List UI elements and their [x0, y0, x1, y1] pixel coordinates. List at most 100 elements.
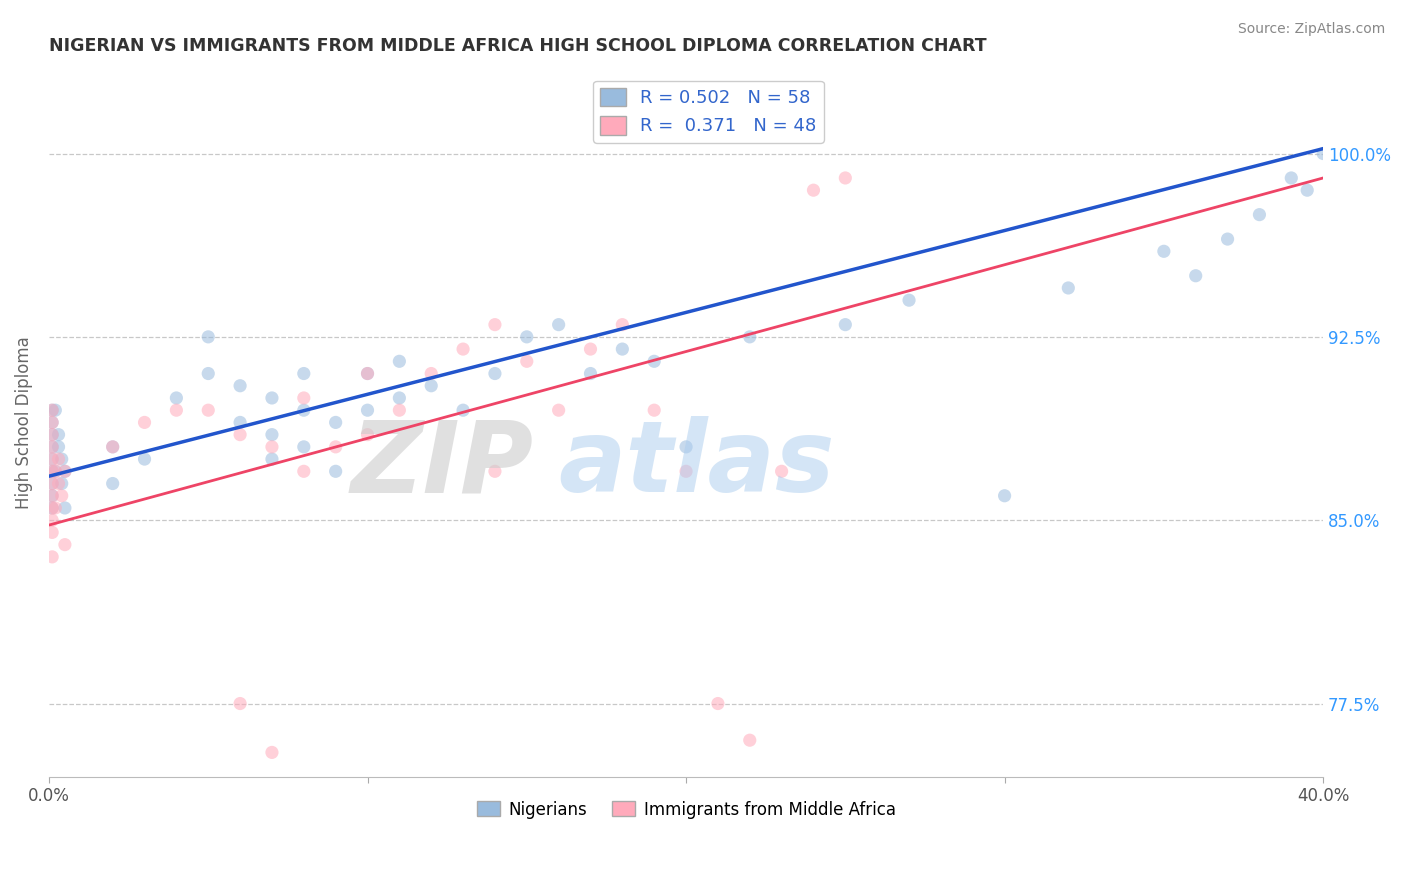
Point — [41, 403, 63, 417]
Point — [41, 464, 63, 478]
Point — [197, 330, 219, 344]
Point — [41, 403, 63, 417]
Point — [325, 464, 347, 478]
Point — [41, 440, 63, 454]
Point — [101, 440, 124, 454]
Point — [51, 476, 73, 491]
Point — [260, 452, 283, 467]
Point — [101, 476, 124, 491]
Point — [41, 440, 63, 454]
Point — [1279, 171, 1302, 186]
Point — [48, 476, 70, 491]
Point — [1153, 244, 1175, 259]
Point — [53, 464, 76, 478]
Point — [356, 427, 378, 442]
Point — [229, 427, 252, 442]
Point — [420, 367, 443, 381]
Point — [44, 464, 66, 478]
Legend: Nigerians, Immigrants from Middle Africa: Nigerians, Immigrants from Middle Africa — [470, 794, 903, 825]
Point — [770, 464, 793, 478]
Point — [134, 416, 156, 430]
Point — [292, 464, 315, 478]
Point — [53, 500, 76, 515]
Point — [292, 367, 315, 381]
Point — [898, 293, 921, 308]
Point — [803, 183, 825, 197]
Point — [356, 367, 378, 381]
Point — [41, 476, 63, 491]
Point — [165, 391, 187, 405]
Text: Source: ZipAtlas.com: Source: ZipAtlas.com — [1237, 22, 1385, 37]
Point — [260, 391, 283, 405]
Point — [675, 464, 697, 478]
Point — [356, 367, 378, 381]
Point — [260, 746, 283, 760]
Point — [41, 416, 63, 430]
Point — [41, 427, 63, 442]
Point — [547, 318, 569, 332]
Point — [1057, 281, 1080, 295]
Text: NIGERIAN VS IMMIGRANTS FROM MIDDLE AFRICA HIGH SCHOOL DIPLOMA CORRELATION CHART: NIGERIAN VS IMMIGRANTS FROM MIDDLE AFRIC… — [49, 37, 987, 55]
Point — [516, 354, 538, 368]
Y-axis label: High School Diploma: High School Diploma — [15, 336, 32, 508]
Point — [738, 733, 761, 747]
Point — [41, 427, 63, 442]
Point — [738, 330, 761, 344]
Point — [388, 354, 411, 368]
Point — [229, 697, 252, 711]
Point — [51, 489, 73, 503]
Point — [48, 440, 70, 454]
Point — [229, 378, 252, 392]
Point — [41, 452, 63, 467]
Point — [484, 367, 506, 381]
Point — [53, 464, 76, 478]
Point — [1184, 268, 1206, 283]
Point — [1296, 183, 1319, 197]
Text: atlas: atlas — [558, 417, 835, 514]
Point — [41, 549, 63, 564]
Point — [41, 513, 63, 527]
Point — [994, 489, 1017, 503]
Point — [612, 318, 634, 332]
Text: ZIP: ZIP — [350, 417, 533, 514]
Point — [41, 489, 63, 503]
Point — [41, 500, 63, 515]
Point — [41, 452, 63, 467]
Point — [41, 476, 63, 491]
Point — [325, 416, 347, 430]
Point — [41, 525, 63, 540]
Point — [356, 403, 378, 417]
Point — [834, 171, 856, 186]
Point — [484, 464, 506, 478]
Point — [197, 403, 219, 417]
Point — [260, 440, 283, 454]
Point — [484, 318, 506, 332]
Point — [229, 416, 252, 430]
Point — [292, 403, 315, 417]
Point — [1216, 232, 1239, 246]
Point — [547, 403, 569, 417]
Point — [101, 440, 124, 454]
Point — [292, 391, 315, 405]
Point — [388, 403, 411, 417]
Point — [643, 354, 665, 368]
Point — [48, 452, 70, 467]
Point — [292, 440, 315, 454]
Point — [41, 416, 63, 430]
Point — [1249, 208, 1271, 222]
Point — [451, 342, 474, 356]
Point — [41, 500, 63, 515]
Point — [41, 489, 63, 503]
Point — [165, 403, 187, 417]
Point — [51, 452, 73, 467]
Point — [451, 403, 474, 417]
Point — [44, 500, 66, 515]
Point — [325, 440, 347, 454]
Point — [420, 378, 443, 392]
Point — [53, 538, 76, 552]
Point — [516, 330, 538, 344]
Point — [197, 367, 219, 381]
Point — [707, 697, 730, 711]
Point — [41, 464, 63, 478]
Point — [643, 403, 665, 417]
